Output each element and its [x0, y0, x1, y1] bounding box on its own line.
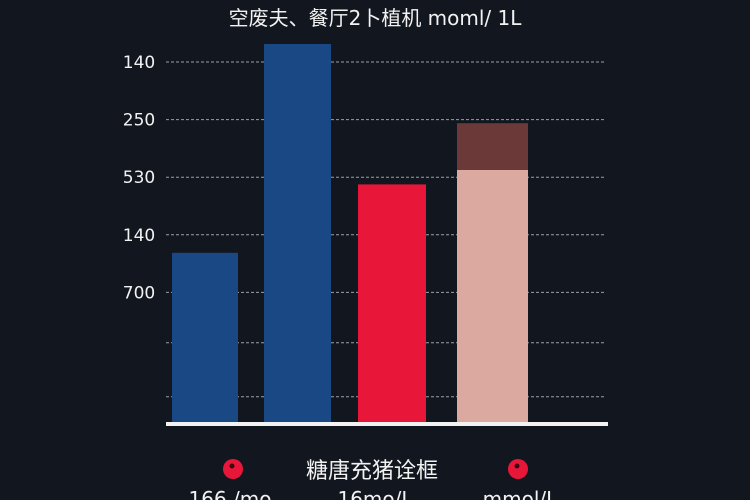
y-tick-label: 700 — [123, 283, 155, 303]
chart-title: 空废夫、餐厅2卜植机 moml/ 1L — [228, 6, 522, 30]
legend-marker-icon — [223, 459, 243, 479]
y-tick-label: 530 — [123, 168, 155, 188]
bar-4-segment-1 — [457, 170, 528, 422]
x-axis-baseline — [166, 422, 608, 426]
legend-label: 糖唐充猪诠框 — [306, 459, 438, 484]
legend-marker-icon — [508, 459, 528, 479]
x-category-label: 166 /mo — [189, 487, 272, 500]
y-tick-label: 250 — [123, 111, 155, 131]
y-tick-label: 140 — [123, 226, 155, 246]
x-category-label: mmol/L — [483, 487, 558, 500]
bar-3 — [358, 184, 426, 422]
bar-4-segment-2 — [457, 123, 528, 170]
legend-marker-dot-icon — [229, 463, 235, 469]
x-category-label: 16mo/L — [337, 487, 413, 500]
y-tick-label: 140 — [123, 53, 155, 73]
bar-2 — [264, 44, 331, 422]
bar-1 — [172, 252, 238, 422]
legend-marker-dot-icon — [514, 463, 520, 469]
